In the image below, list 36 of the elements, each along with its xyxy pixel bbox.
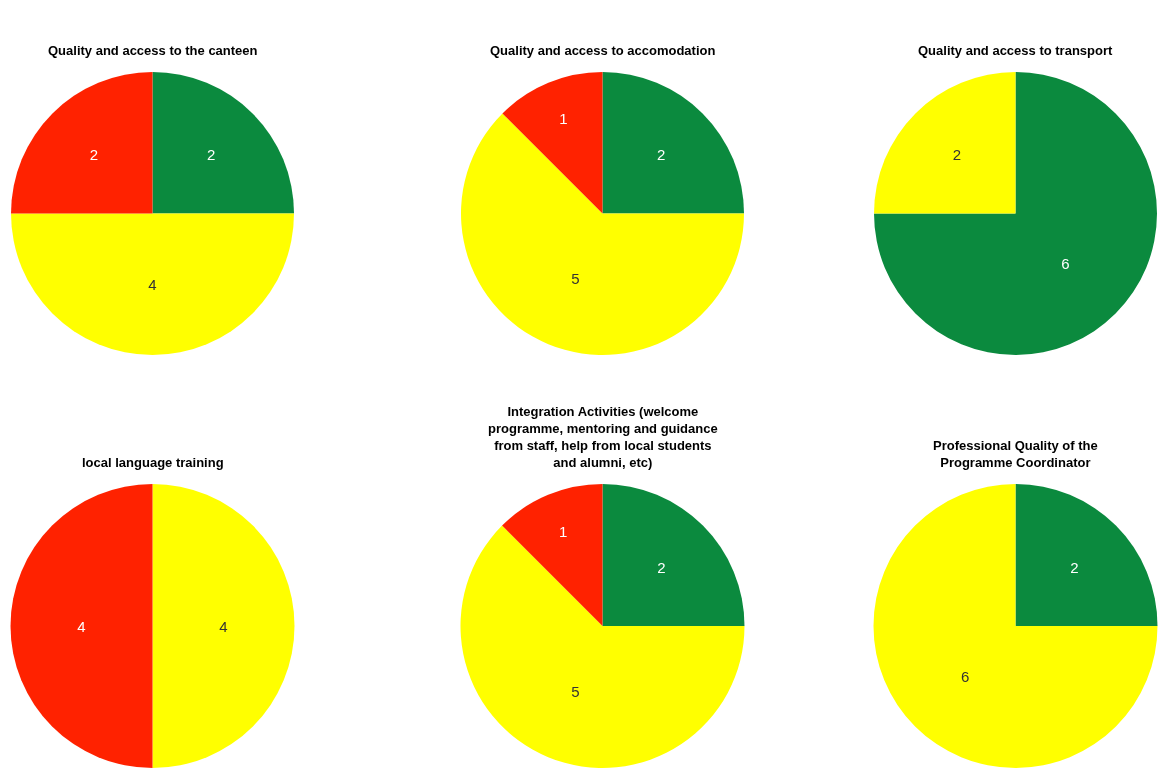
data-label: 5 <box>571 683 580 701</box>
pie-slice <box>152 72 294 214</box>
pie-slice <box>11 72 153 214</box>
pie-slice <box>874 72 1157 355</box>
chart-title: Integration Activities (welcome programme, mentoring and guidance from staff, help from local students and alumni, etc) <box>488 404 718 470</box>
data-label: 2 <box>656 146 666 164</box>
data-label: 4 <box>219 617 228 635</box>
data-label: 1 <box>559 522 568 540</box>
pie-slice <box>502 72 603 214</box>
pie-slice <box>461 113 744 355</box>
data-label: 4 <box>77 617 86 635</box>
data-label: 2 <box>206 146 216 164</box>
pie-slice <box>152 484 295 768</box>
data-label: 6 <box>1061 255 1070 273</box>
data-label: 2 <box>1070 558 1079 576</box>
pie-slice <box>1015 484 1158 626</box>
data-label: 4 <box>148 275 157 293</box>
pie-slice <box>874 72 1016 214</box>
data-label: 2 <box>89 146 99 164</box>
chart-title: Quality and access to transport <box>918 43 1113 58</box>
data-label: 6 <box>961 667 970 685</box>
pie-slice <box>602 72 744 214</box>
chart-title: Quality and access to the canteen <box>48 43 258 58</box>
data-label: 5 <box>571 270 580 288</box>
data-label: 2 <box>657 558 666 576</box>
pie-slice <box>873 484 1158 768</box>
chart-title: local language training <box>82 455 224 470</box>
pie-slice <box>11 213 294 355</box>
chart-title: Professional Quality of the Programme Coordinator <box>933 438 1098 470</box>
chart-title: Quality and access to accomodation <box>490 43 716 58</box>
pie-slice <box>602 484 745 626</box>
pie-slice <box>460 525 745 768</box>
pie-slice <box>502 484 603 626</box>
pie-slice <box>10 484 153 768</box>
data-label: 2 <box>952 146 962 164</box>
data-label: 1 <box>559 110 568 128</box>
